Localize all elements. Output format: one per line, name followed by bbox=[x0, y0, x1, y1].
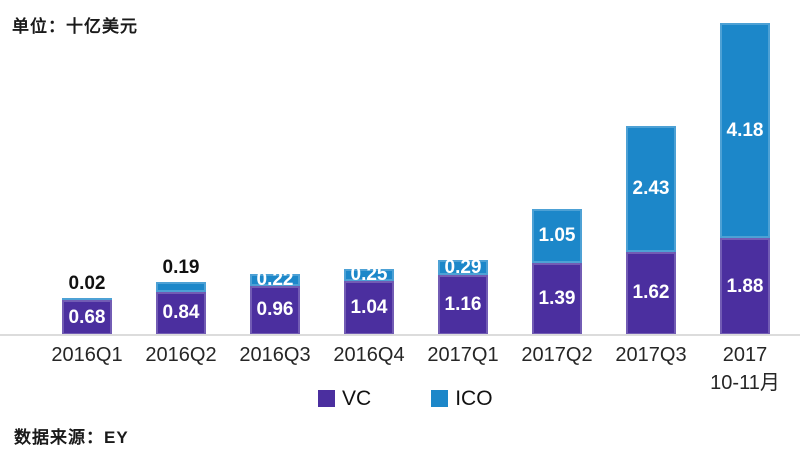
ico-value-label: 0.19 bbox=[162, 256, 200, 278]
ico-bar-segment bbox=[438, 260, 488, 276]
x-axis-label-2016Q1: 2016Q1 bbox=[51, 344, 123, 366]
vc-bar-segment bbox=[626, 251, 676, 335]
vc-bar-segment bbox=[250, 285, 300, 335]
vc-bar-segment bbox=[720, 238, 770, 335]
vc-bar-segment bbox=[438, 275, 488, 335]
ico-bar-segment bbox=[720, 22, 770, 239]
vc-legend-label: VC bbox=[342, 387, 372, 410]
ico-bar-segment bbox=[532, 209, 582, 264]
ico-bar-segment bbox=[250, 274, 300, 286]
vc-value-label: 0.68 bbox=[68, 306, 106, 328]
vc-value-label: 1.16 bbox=[444, 294, 482, 316]
unit-label: 单位：十亿美元 bbox=[12, 17, 138, 36]
x-axis-label-2016Q2: 2016Q2 bbox=[145, 344, 217, 366]
bar-group-2017Q2: 1.39 1.05 bbox=[510, 0, 604, 335]
ico-bar-segment bbox=[62, 297, 112, 300]
vc-bar-segment bbox=[156, 291, 206, 335]
ico-value-label: 4.18 bbox=[726, 119, 764, 141]
legend-item-vc: VC bbox=[318, 388, 371, 409]
x-axis-tick-row: 2016Q1 2016Q2 2016Q3 2016Q4 2017Q1 2017Q2 2017… bbox=[0, 344, 800, 404]
x-axis-label-2017Q1: 2017Q1 bbox=[427, 344, 499, 366]
x-axis-label-2017: 2017 10-11月 bbox=[698, 344, 792, 394]
vc-value-label: 1.88 bbox=[726, 275, 764, 297]
ico-value-label: 2.43 bbox=[632, 178, 670, 199]
ico-legend-swatch bbox=[431, 390, 449, 407]
vc-value-label: 1.04 bbox=[350, 297, 388, 319]
vc-value-label: 1.62 bbox=[632, 282, 670, 304]
ico-bar-segment bbox=[344, 268, 394, 282]
ico-value-label: 0.29 bbox=[444, 256, 482, 278]
ico-legend-label: ICO bbox=[455, 387, 493, 410]
legend-item-ico: ICO bbox=[431, 387, 493, 410]
bar-group-2016Q3: 0.96 0.22 bbox=[228, 0, 322, 335]
x-axis-sublabel: 10-11月 bbox=[710, 372, 780, 394]
bar-group-2017Q1: 1.16 0.29 bbox=[416, 0, 510, 335]
vc-bar-segment bbox=[344, 281, 394, 335]
ico-value-label: 0.25 bbox=[350, 264, 388, 286]
ico-bar-segment bbox=[626, 126, 676, 252]
x-axis-label-2016Q3: 2016Q3 bbox=[239, 344, 311, 366]
ico-value-label: 0.02 bbox=[68, 272, 106, 294]
vc-value-label: 1.39 bbox=[538, 288, 576, 310]
bar-group-2016Q4: 1.04 0.25 bbox=[322, 0, 416, 335]
x-axis-label-2017Q2: 2017Q2 bbox=[521, 344, 593, 366]
vc-value-label: 0.84 bbox=[162, 302, 200, 324]
legend: VC ICO bbox=[318, 388, 493, 409]
ico-value-label: 0.22 bbox=[256, 268, 294, 290]
ico-value-label: 1.05 bbox=[538, 225, 576, 247]
x-axis-line bbox=[0, 334, 800, 336]
x-axis-label-2016Q4: 2016Q4 bbox=[333, 344, 405, 366]
plot-area: 0.68 0.02 0.84 0.19 0.96 0.22 1.04 0.25 1.16 0.29… bbox=[40, 0, 792, 335]
vc-bar-segment bbox=[532, 263, 582, 335]
vc-legend-swatch bbox=[318, 390, 335, 407]
bar-group-2016Q2: 0.84 0.19 bbox=[134, 0, 228, 335]
bar-group-2017: 1.88 4.18 bbox=[698, 0, 792, 335]
bar-group-2016Q1: 0.68 0.02 bbox=[40, 0, 134, 335]
bar-group-2017Q3: 1.62 2.43 bbox=[604, 0, 698, 335]
source-label: 数据来源：EY bbox=[14, 428, 129, 447]
ico-bar-segment bbox=[156, 281, 206, 292]
x-axis-label-2017Q3: 2017Q3 bbox=[615, 344, 687, 366]
vc-bar-segment bbox=[62, 299, 112, 335]
vc-value-label: 0.96 bbox=[256, 299, 294, 321]
